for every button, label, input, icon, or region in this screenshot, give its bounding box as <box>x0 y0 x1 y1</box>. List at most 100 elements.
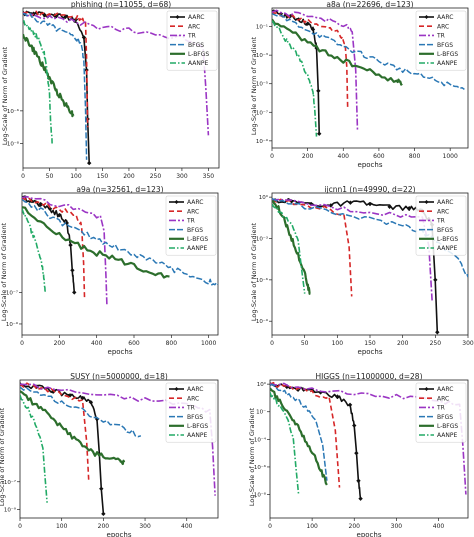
legend: AARC ARC TR BFGS L-BFGS AANPE <box>166 383 216 442</box>
y-axis-label: Log-Scale of Norm of Gradient <box>250 36 258 135</box>
chart-panel-3: a9a (n=32561, d=123)0 200 400 600 800 100010⁻… <box>0 185 218 356</box>
x-tick-label: 100 <box>70 173 82 180</box>
legend-entry: BFGS <box>437 42 453 49</box>
legend-entry: L-BFGS <box>187 236 208 243</box>
x-tick-label: 250 <box>430 340 442 347</box>
legend-entry: TR <box>436 33 445 40</box>
legend-entry: AARC <box>187 386 203 393</box>
legend-entry: L-BFGS <box>188 51 209 58</box>
x-tick-label: 300 <box>462 340 474 347</box>
legend-entry: AARC <box>187 199 203 206</box>
y-tick-label: 10⁻⁹ <box>4 507 16 514</box>
legend-entry: ARC <box>437 23 449 30</box>
x-tick-label: 0 <box>21 173 25 180</box>
y-tick-label: 10⁻⁲ <box>256 410 266 416</box>
x-tick-label: 0 <box>270 153 274 160</box>
y-tick-label: 10⁰ <box>257 381 267 388</box>
y-tick-label: 10⁻¹ <box>256 24 268 31</box>
y-tick-label: 10⁻⁹ <box>256 138 268 145</box>
legend-entry: TR <box>186 405 195 412</box>
x-tick-label: 0 <box>18 523 22 530</box>
x-axis-label: epochs <box>358 348 383 356</box>
legend-entry: L-BFGS <box>437 51 458 58</box>
x-tick-label: 400 <box>338 153 350 160</box>
x-tick-label: 400 <box>91 340 103 347</box>
x-tick-label: 800 <box>409 153 421 160</box>
legend: AARC ARC TR BFGS L-BFGS AANPE <box>166 196 216 255</box>
x-tick-label: 1000 <box>443 153 458 160</box>
x-tick-label: 100 <box>56 523 68 530</box>
legend-entry: TR <box>187 33 196 40</box>
x-tick-label: 0 <box>270 340 274 347</box>
legend-entry: BFGS <box>187 227 203 234</box>
x-tick-label: 200 <box>98 523 110 530</box>
legend-entry: TR <box>436 218 445 225</box>
x-tick-label: 150 <box>364 340 376 347</box>
legend-entry: AARC <box>437 199 453 206</box>
legend-entry: ARC <box>187 395 199 402</box>
legend-entry: AARC <box>437 386 453 393</box>
x-tick-label: 200 <box>349 523 361 530</box>
legend-entry: AANPE <box>437 432 457 439</box>
x-tick-label: 1000 <box>201 340 216 347</box>
chart-panel-2: a8a (n=22696, d=123) 0 200 400 600 800 1000 10⁻… <box>250 0 468 169</box>
y-axis-label: Log-Scale of Norm of Gradient <box>0 222 8 321</box>
y-axis-label: Log-Scale of Norm of Gradient <box>250 222 258 321</box>
chart-panel-1: phishing (n=11055, d=68) 0 50 100 150 200 250 3… <box>1 0 219 180</box>
y-axis-label: Log-Scale of Norm of Gradient <box>248 407 256 506</box>
x-tick-label: 300 <box>176 173 188 180</box>
y-tick-label: 10⁰ <box>259 194 269 201</box>
chart-panel-4: ijcnn1 (n=49990, d=22)0 50 100 150 200 250 300… <box>250 185 474 356</box>
legend: AARC ARC TR BFGS L-BFGS AANPE <box>167 11 217 70</box>
x-tick-label: 200 <box>397 340 409 347</box>
x-tick-label: 600 <box>128 340 140 347</box>
x-tick-label: 0 <box>268 523 272 530</box>
x-tick-label: 100 <box>332 340 344 347</box>
legend-entry: AANPE <box>188 60 208 67</box>
x-tick-label: 100 <box>306 523 318 530</box>
x-tick-label: 600 <box>373 153 385 160</box>
chart-panel-5: SUSY (n=5000000, d=18) 0 100 200 300 400 10⁻⁷ 1… <box>0 372 218 537</box>
x-tick-label: 200 <box>54 340 66 347</box>
x-tick-label: 300 <box>391 523 403 530</box>
legend-entry: BFGS <box>187 414 203 421</box>
legend-entry: BFGS <box>437 414 453 421</box>
x-axis-label: epochs <box>107 531 132 537</box>
chart-panel-6: HIGGS (n=11000000, d=28) 0 100 200 300 400 10⁰… <box>248 372 468 537</box>
x-tick-label: 50 <box>301 340 309 347</box>
legend-entry: BFGS <box>437 227 453 234</box>
chart-title: a8a (n=22696, d=123) <box>326 0 413 9</box>
legend-entry: L-BFGS <box>437 236 458 243</box>
legend-entry: AANPE <box>437 245 457 252</box>
chart-title: SUSY (n=5000000, d=18) <box>70 372 168 381</box>
x-tick-label: 400 <box>433 523 445 530</box>
chart-title: HIGGS (n=11000000, d=28) <box>315 372 422 381</box>
x-axis-label: epochs <box>108 348 133 356</box>
x-axis-label: epochs <box>357 531 382 537</box>
legend-entry: TR <box>436 405 445 412</box>
chart-title: phishing (n=11055, d=68) <box>71 0 171 9</box>
chart-title: a9a (n=32561, d=123) <box>76 185 163 194</box>
legend-entry: ARC <box>437 208 449 215</box>
x-tick-label: 150 <box>97 173 109 180</box>
legend-entry: ARC <box>187 208 199 215</box>
x-tick-label: 200 <box>123 173 135 180</box>
legend-entry: BFGS <box>188 42 204 49</box>
legend-entry: AANPE <box>187 432 207 439</box>
x-tick-label: 400 <box>181 523 193 530</box>
x-tick-label: 50 <box>46 173 54 180</box>
x-tick-label: 0 <box>20 340 24 347</box>
legend-entry: AANPE <box>437 60 457 67</box>
x-tick-label: 200 <box>302 153 314 160</box>
legend-entry: AANPE <box>187 245 207 252</box>
legend-entry: AARC <box>437 14 453 21</box>
x-axis-label: epochs <box>358 161 383 169</box>
legend-entry: L-BFGS <box>187 423 208 430</box>
legend-entry: ARC <box>437 395 449 402</box>
legend-entry: AARC <box>188 14 204 21</box>
legend: AARC ARC TR BFGS L-BFGS AANPE <box>416 196 466 255</box>
x-tick-label: 800 <box>166 340 178 347</box>
y-axis-label: Log-Scale of Norm of Gradient <box>0 407 6 506</box>
legend-entry: TR <box>186 218 195 225</box>
